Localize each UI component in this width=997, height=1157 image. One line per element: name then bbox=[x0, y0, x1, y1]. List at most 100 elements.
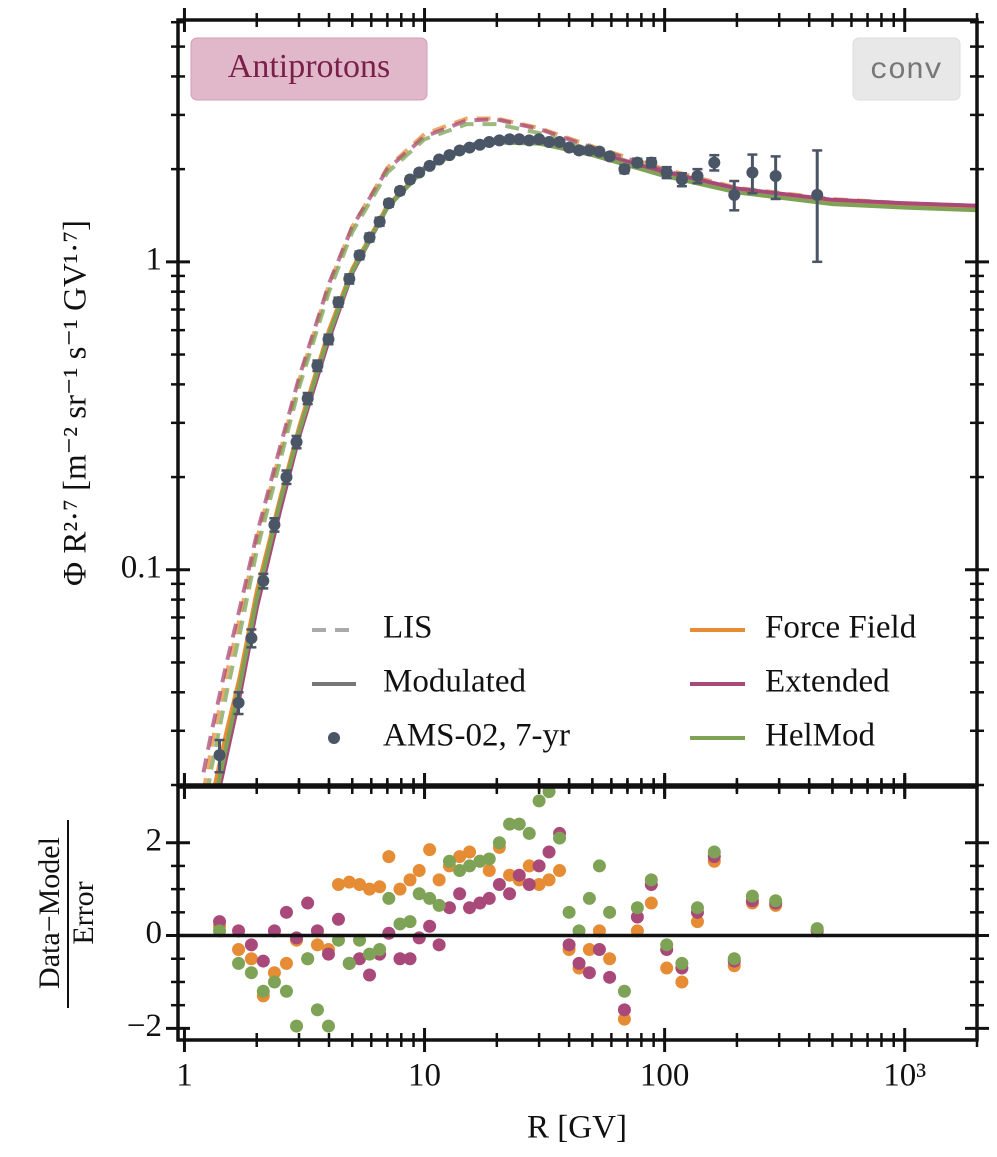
data-point bbox=[675, 173, 688, 186]
data-point bbox=[433, 153, 446, 166]
residual-point bbox=[582, 891, 596, 905]
legend-data bbox=[328, 732, 340, 744]
data-point bbox=[543, 135, 556, 148]
residual-point bbox=[644, 896, 658, 910]
residual-point bbox=[423, 891, 437, 905]
data-point bbox=[280, 471, 293, 484]
residual-point bbox=[463, 859, 477, 873]
data-point bbox=[473, 138, 486, 151]
residual-point bbox=[675, 956, 689, 970]
residual-point bbox=[463, 845, 477, 859]
data-point bbox=[660, 166, 673, 179]
residual-point bbox=[603, 905, 617, 919]
data-point bbox=[746, 166, 759, 179]
residual-point bbox=[373, 880, 387, 894]
residual-point bbox=[503, 817, 517, 831]
y-axis-label: Φ R²·⁷ [m⁻² sr⁻¹ s⁻¹ GV¹·⁷] bbox=[58, 220, 94, 586]
residual-point bbox=[603, 952, 617, 966]
residual-point bbox=[453, 864, 467, 878]
residual-point bbox=[453, 887, 467, 901]
residual-point bbox=[321, 1019, 335, 1033]
residual-point bbox=[382, 891, 396, 905]
residual-point bbox=[382, 926, 396, 940]
residual-point bbox=[592, 942, 606, 956]
residual-point bbox=[279, 905, 293, 919]
data-point bbox=[631, 156, 644, 169]
residual-point bbox=[232, 942, 246, 956]
residual-point bbox=[675, 975, 689, 989]
residual-point bbox=[310, 1003, 324, 1017]
residual-point bbox=[482, 864, 496, 878]
residual-point bbox=[353, 952, 367, 966]
legend-label: Extended bbox=[765, 664, 890, 700]
residual-point bbox=[244, 938, 258, 952]
residual-point bbox=[542, 787, 556, 799]
data-point bbox=[573, 144, 586, 157]
residual-point bbox=[745, 889, 759, 903]
data-point bbox=[311, 359, 324, 372]
residual-point bbox=[279, 984, 293, 998]
legend-label: Force Field bbox=[765, 610, 917, 646]
data-point bbox=[583, 144, 596, 157]
data-point bbox=[618, 163, 631, 176]
tag: conv bbox=[870, 54, 942, 88]
residual-point bbox=[382, 850, 396, 864]
residual-point bbox=[562, 905, 576, 919]
residual-point bbox=[644, 873, 658, 887]
residual-label-bottom: Error bbox=[67, 881, 100, 944]
lis-curve bbox=[206, 122, 977, 785]
residual-point bbox=[412, 887, 426, 901]
data-point bbox=[245, 632, 258, 645]
residual-point bbox=[572, 956, 586, 970]
residual-point bbox=[707, 845, 721, 859]
residual-point bbox=[453, 850, 467, 864]
legend-label: AMS-02, 7-yr bbox=[383, 718, 570, 754]
residual-point bbox=[232, 956, 246, 970]
data-point bbox=[463, 141, 476, 154]
data-point bbox=[353, 249, 366, 262]
residual-point bbox=[432, 898, 446, 912]
residual-plot bbox=[213, 787, 824, 1033]
data-point bbox=[603, 150, 616, 163]
data-point bbox=[453, 144, 466, 157]
residual-point bbox=[512, 868, 526, 882]
y-tick-label: 2 bbox=[146, 822, 163, 858]
residual-point bbox=[482, 891, 496, 905]
tag-box bbox=[852, 37, 961, 101]
residual-point bbox=[690, 901, 704, 915]
residual-point bbox=[363, 947, 377, 961]
residual-point bbox=[267, 975, 281, 989]
y-tick-label: 0.1 bbox=[121, 549, 162, 585]
data-point bbox=[413, 166, 426, 179]
residual-point bbox=[290, 1019, 304, 1033]
residual-point bbox=[442, 901, 456, 915]
residual-point bbox=[393, 952, 407, 966]
residual-point bbox=[727, 952, 741, 966]
residual-point bbox=[769, 894, 783, 908]
badge: Antiprotons bbox=[228, 48, 390, 85]
residual-point bbox=[256, 954, 270, 968]
x-tick-label: 100 bbox=[640, 1058, 690, 1094]
data-point bbox=[290, 435, 303, 448]
legend-label: Modulated bbox=[383, 664, 526, 700]
legend-label: HelMod bbox=[765, 718, 875, 754]
residual-point bbox=[542, 845, 556, 859]
data-point bbox=[363, 231, 376, 244]
residual-point bbox=[512, 817, 526, 831]
residual-point bbox=[492, 877, 506, 891]
residual-point bbox=[562, 938, 576, 952]
residual-point bbox=[690, 915, 704, 929]
residual-point bbox=[331, 912, 345, 926]
x-tick-label: 10 bbox=[408, 1058, 441, 1094]
residual-point bbox=[522, 877, 536, 891]
data-point bbox=[423, 159, 436, 172]
residual-point bbox=[290, 931, 304, 945]
data-point bbox=[268, 518, 281, 531]
legend-label: LIS bbox=[383, 610, 433, 646]
data-point bbox=[343, 272, 356, 285]
x-tick-label: 1 bbox=[176, 1058, 193, 1094]
x-tick-label: 10³ bbox=[883, 1058, 926, 1094]
badge-box bbox=[190, 37, 428, 101]
residual-point bbox=[532, 859, 546, 873]
